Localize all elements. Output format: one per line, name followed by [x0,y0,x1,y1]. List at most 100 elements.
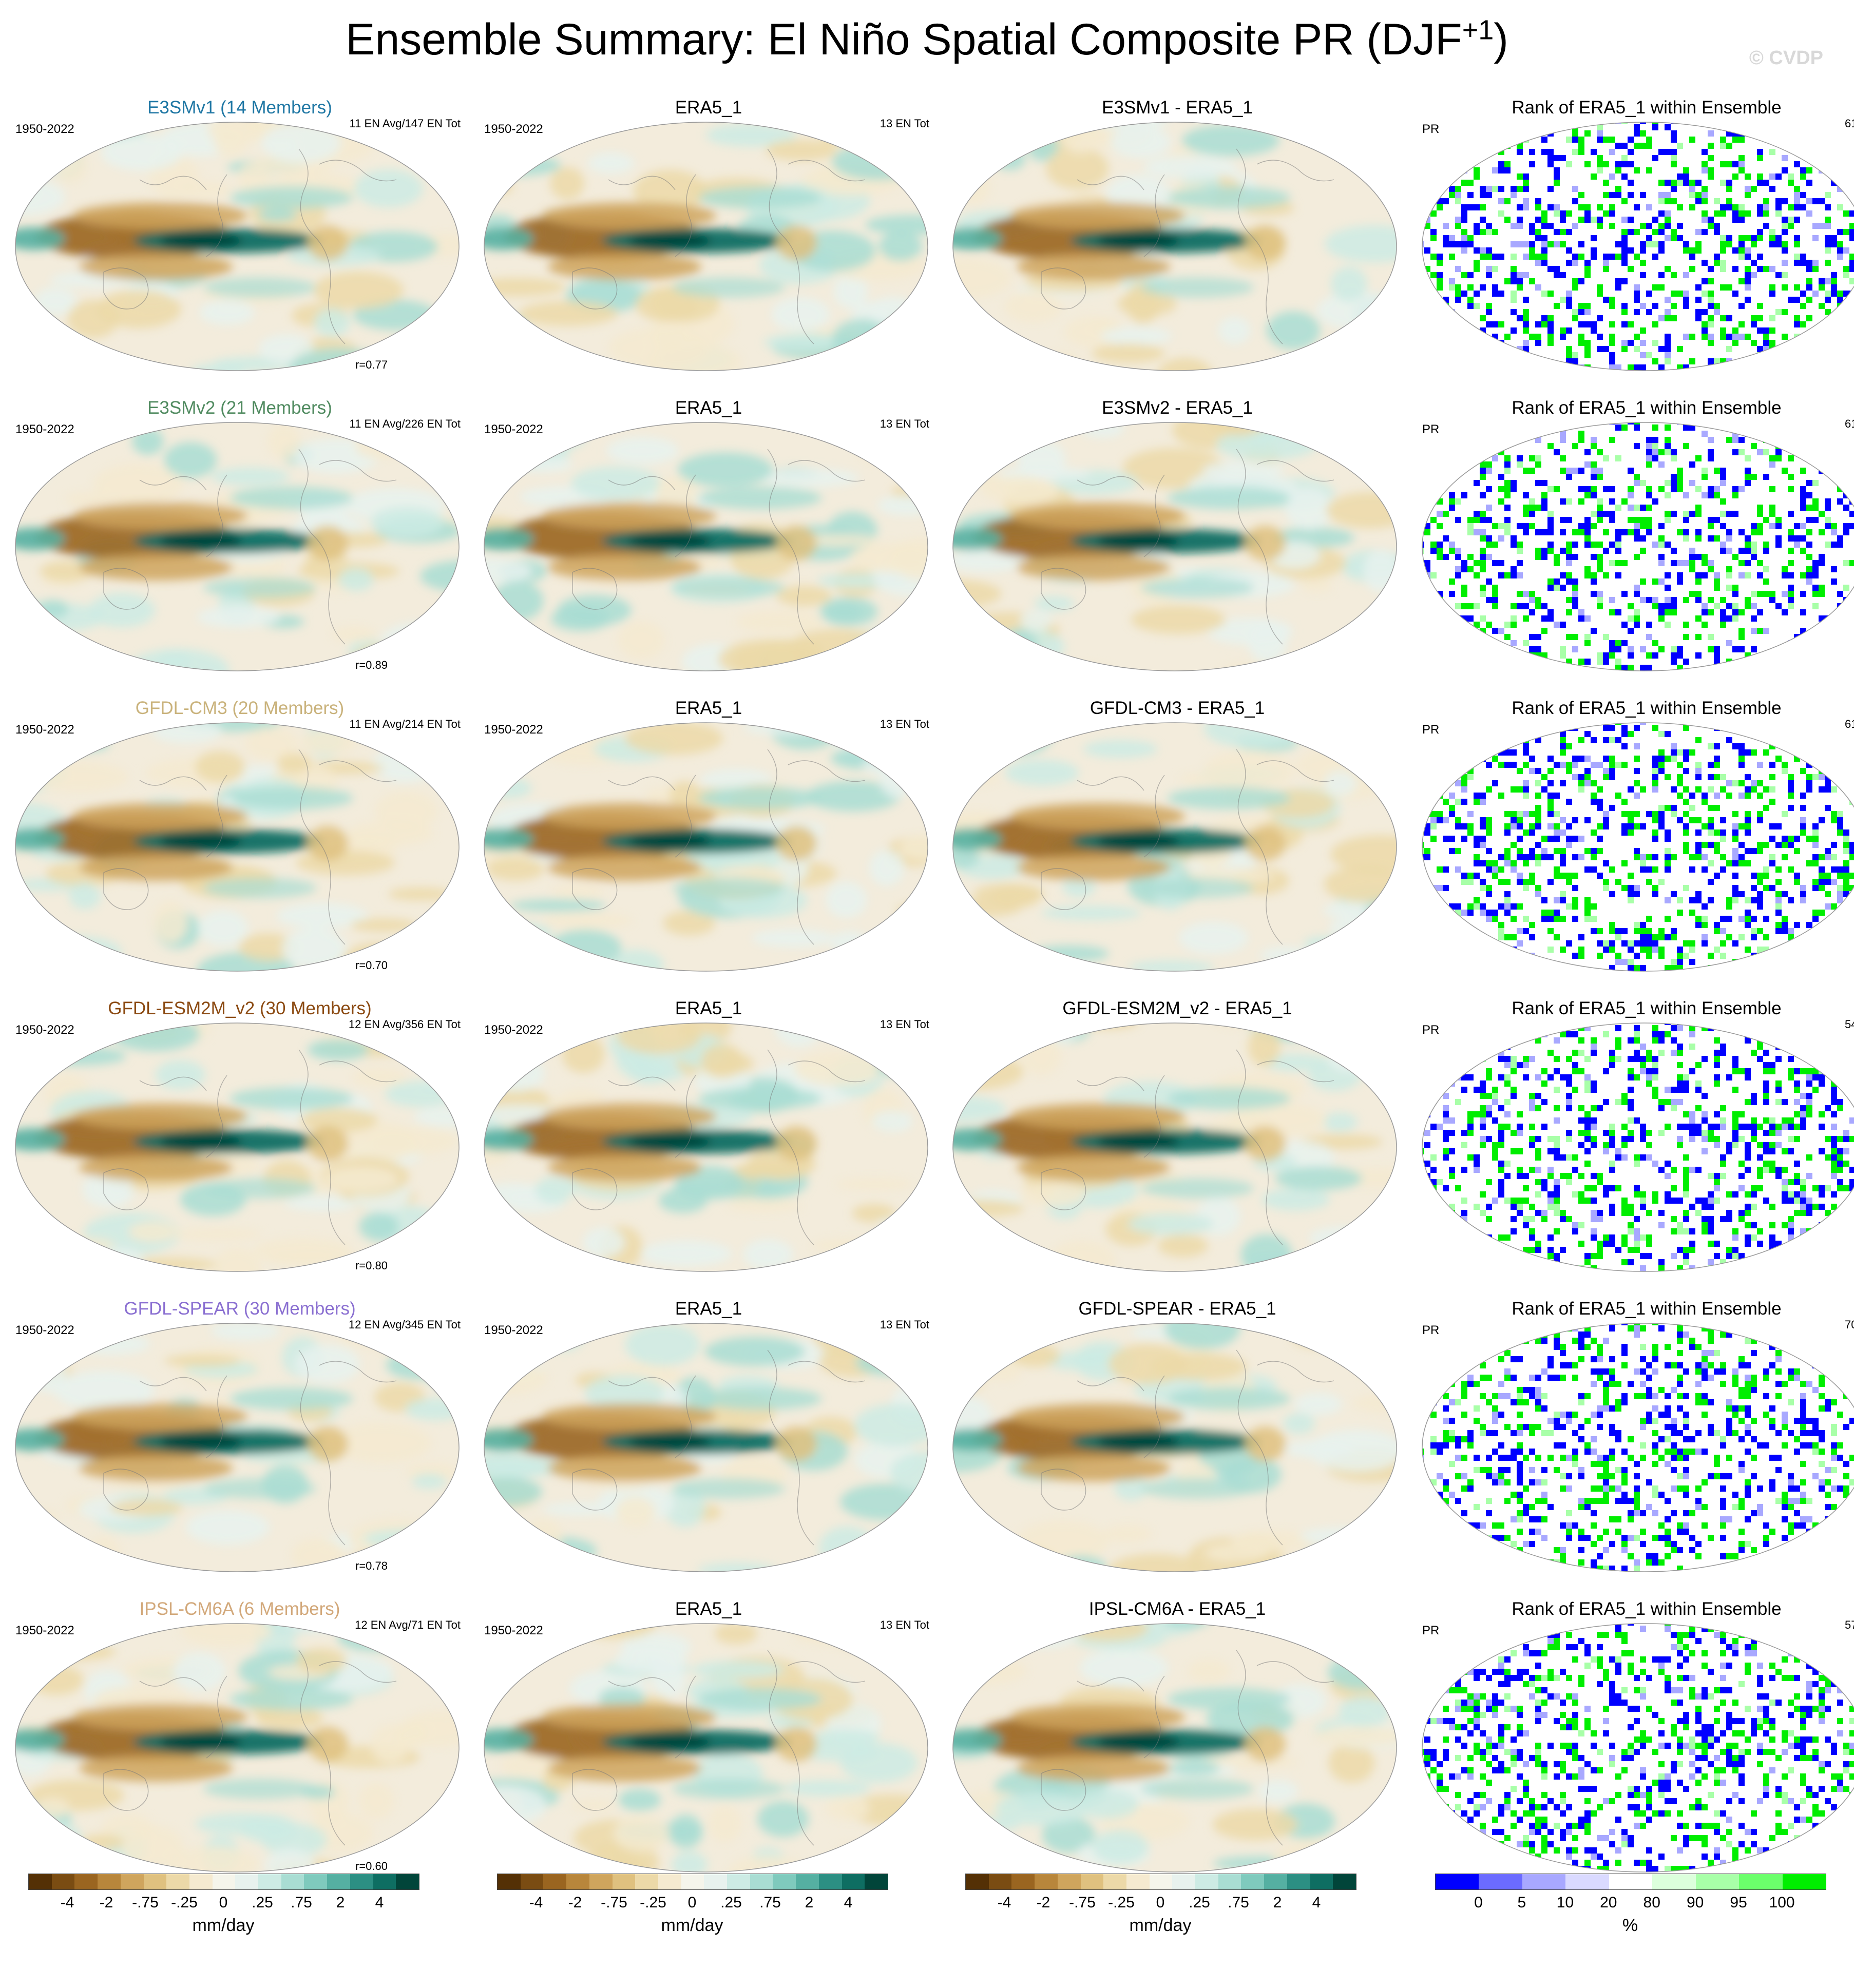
panel-rank: Rank of ERA5_1 within Ensemble PR 70% [1413,1299,1854,1599]
map-diff [952,722,1397,972]
colorbar-swatch [396,1874,419,1889]
colorbar-units: mm/day [192,1916,255,1935]
colorbar-tick-label: -.75 [601,1894,627,1911]
map-rank [1422,1623,1854,1873]
rank-percent: 61% [1844,417,1854,430]
colorbar-tick-label: -.25 [171,1894,198,1911]
variable-label: PR [1422,723,1440,737]
colorbar-swatch [189,1874,213,1889]
period-label: 1950-2022 [15,723,74,737]
colorbar-swatch [258,1874,281,1889]
panel-title: ERA5_1 [675,98,742,118]
map-model [15,1022,460,1272]
period-label: 1950-2022 [15,422,74,436]
colorbar-swatch [1172,1874,1196,1889]
map-diff [952,1323,1397,1572]
colorbar-tick-label: 20 [1600,1894,1617,1911]
colorbar-swatch [635,1874,658,1889]
colorbar-swatch [612,1874,636,1889]
colorbar-tick-label: -.25 [640,1894,666,1911]
panel-title: GFDL-CM3 - ERA5_1 [1090,698,1265,718]
variable-label: PR [1422,1624,1440,1637]
panel-model: E3SMv2 (21 Members) 1950-2022 11 EN Avg/22… [6,398,473,698]
colorbar-swatch [1739,1874,1783,1889]
pattern-correlation: r=0.60 [355,1860,388,1873]
map-diff [952,1022,1397,1272]
panel-model: GFDL-CM3 (20 Members) 1950-2022 11 EN Avg/… [6,698,473,998]
colorbar-tick-label: .25 [1189,1894,1210,1911]
colorbar-swatch [704,1874,728,1889]
panel-obs: ERA5_1 1950-2022 13 EN Tot [475,1299,942,1599]
panel-title: Rank of ERA5_1 within Ensemble [1512,1299,1782,1319]
colorbar-swatch [143,1874,167,1889]
rank-percent: 61% [1844,718,1854,730]
colorbar-tick-label: .75 [291,1894,312,1911]
colorbar-tick-label: 2 [805,1894,814,1911]
colorbar-swatch [1652,1874,1696,1889]
colorbar-ticks: -4 -2 -.75 -.25 0 .25 .75 2 4 [965,1894,1355,1915]
colorbar-tick-label: .25 [720,1894,742,1911]
period-label: 1950-2022 [15,122,74,136]
panel-model: IPSL-CM6A (6 Members) 1950-2022 12 EN Avg/… [6,1599,473,1899]
panel-model: E3SMv1 (14 Members) 1950-2022 11 EN Avg/14… [6,98,473,398]
map-rank [1422,722,1854,972]
map-obs [484,1022,928,1272]
colorbar-swatches [1435,1874,1826,1890]
colorbar-swatch [1264,1874,1287,1889]
panel-title: Rank of ERA5_1 within Ensemble [1512,1599,1782,1619]
map-diff [952,122,1397,371]
colorbar-tick-label: 0 [219,1894,228,1911]
cvdp-watermark: © CVDP [1749,47,1823,69]
map-obs [484,422,928,671]
map-diff [952,1623,1397,1873]
colorbar-swatch [842,1874,865,1889]
map-model [15,122,460,371]
rank-percent: 57% [1844,1618,1854,1631]
panel-diff: IPSL-CM6A - ERA5_1 [944,1599,1411,1899]
panel-title: Rank of ERA5_1 within Ensemble [1512,398,1782,418]
map-rank [1422,1323,1854,1572]
pattern-correlation: r=0.77 [355,358,388,371]
colorbar-swatch [373,1874,396,1889]
colorbar-tick-label: 100 [1769,1894,1795,1911]
event-count: 13 EN Tot [880,117,929,130]
pattern-correlation: r=0.70 [355,959,388,972]
panel-title: ERA5_1 [675,698,742,718]
event-count: 13 EN Tot [880,718,929,730]
panel-obs: ERA5_1 1950-2022 13 EN Tot [475,698,942,998]
colorbar-tick-label: 0 [1156,1894,1165,1911]
rank-percent: 54% [1844,1018,1854,1031]
colorbar-swatch [1103,1874,1126,1889]
variable-label: PR [1422,1323,1440,1337]
event-count: 12 EN Avg/356 EN Tot [348,1018,461,1031]
variable-label: PR [1422,1023,1440,1037]
colorbar-swatch [1218,1874,1241,1889]
colorbar-tick-label: 0 [1474,1894,1483,1911]
map-model [15,1323,460,1572]
colorbar-swatch [818,1874,842,1889]
colorbar-tick-label: -.75 [132,1894,159,1911]
event-count: 12 EN Avg/345 EN Tot [348,1318,461,1331]
map-obs [484,1623,928,1873]
panel-obs: ERA5_1 1950-2022 13 EN Tot [475,998,942,1299]
panel-diff: GFDL-CM3 - ERA5_1 [944,698,1411,998]
event-count: 11 EN Avg/147 EN Tot [349,117,461,130]
colorbar-swatch [327,1874,350,1889]
panel-title: E3SMv2 (21 Members) [147,398,332,418]
colorbar-swatch [1149,1874,1173,1889]
variable-label: PR [1422,122,1440,136]
panel-title: Rank of ERA5_1 within Ensemble [1512,998,1782,1018]
panel-obs: ERA5_1 1950-2022 13 EN Tot [475,98,942,398]
colorbar-swatch [1609,1874,1653,1889]
colorbar: -4 -2 -.75 -.25 0 .25 .75 2 4 mm/day [497,1874,918,1945]
panel-diff: E3SMv1 - ERA5_1 [944,98,1411,398]
colorbar-swatch [235,1874,259,1889]
colorbar-tick-label: -.75 [1069,1894,1096,1911]
period-label: 1950-2022 [15,1624,74,1637]
colorbar-tick-label: 4 [1312,1894,1321,1911]
map-model [15,1623,460,1873]
panel-title: ERA5_1 [675,398,742,418]
colorbar-swatch [566,1874,589,1889]
panel-model: GFDL-SPEAR (30 Members) 1950-2022 12 EN Av… [6,1299,473,1599]
panel-diff: GFDL-SPEAR - ERA5_1 [944,1299,1411,1599]
